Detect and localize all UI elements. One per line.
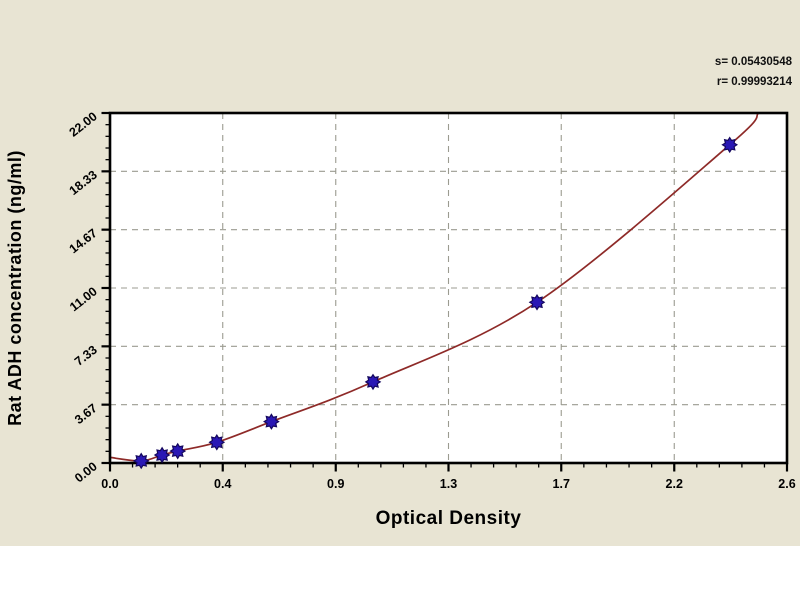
y-tick-label: 22.00 [67,109,100,139]
fit-statistics: s= 0.05430548 r= 0.99993214 [715,52,792,92]
data-point-marker [528,293,546,311]
fit-stat-r: r= 0.99993214 [716,76,792,88]
x-tick-label: 0.4 [214,477,231,491]
x-tick-label: 2.2 [666,477,683,491]
bottom-margin [0,546,800,600]
x-tick-label: 0.9 [327,477,344,491]
data-point-marker [721,136,739,154]
y-tick-label: 7.33 [72,343,100,369]
x-tick-label: 2.6 [778,477,795,491]
data-point-marker [169,442,187,460]
data-point-marker [263,413,280,430]
y-tick-label: 11.00 [67,284,100,314]
y-tick-label: 3.67 [72,401,100,427]
y-tick-label: 14.67 [67,226,100,256]
y-axis-title: Rat ADH concentration (ng/ml) [5,150,25,426]
data-point-marker [208,433,226,451]
x-tick-label: 1.7 [553,477,570,491]
data-point-marker [153,446,171,464]
data-point-marker [364,373,382,391]
x-tick-label: 1.3 [440,477,457,491]
data-point-marker [132,452,150,470]
x-axis-title: Optical Density [375,508,522,529]
x-tick-label: 0.0 [101,477,118,491]
fit-stat-s: s= 0.05430548 [714,56,792,68]
y-tick-label: 18.33 [67,168,100,198]
y-tick-label: 0.00 [72,459,100,485]
